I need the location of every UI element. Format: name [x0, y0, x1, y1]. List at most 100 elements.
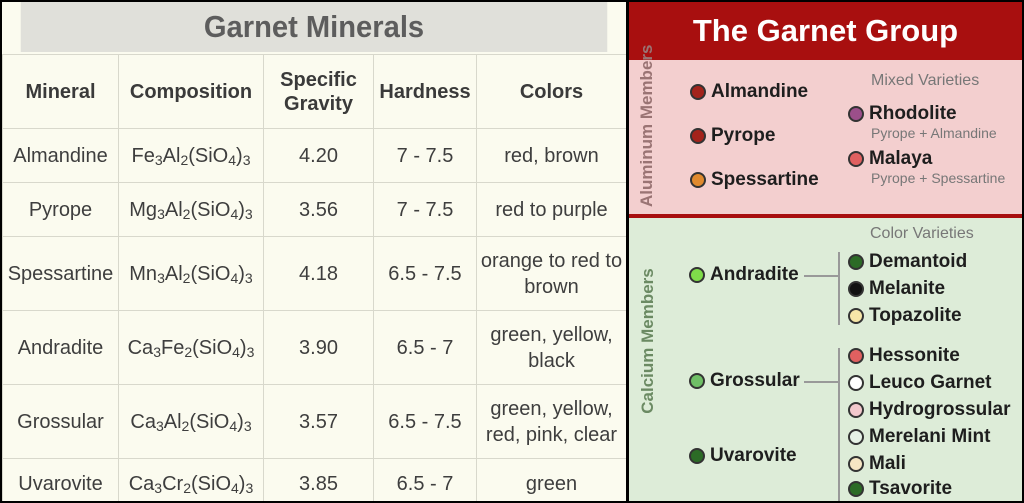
color-dot-icon — [689, 373, 705, 389]
specific-gravity-cell: 3.90 — [263, 310, 374, 385]
formula-subscript: 4 — [228, 151, 237, 168]
variety-melanite: Melanite — [848, 278, 945, 300]
connector-line — [804, 275, 839, 277]
variety-note: Pyrope + Almandine — [871, 125, 997, 141]
formula-element: ) — [237, 410, 244, 433]
member-name: Spessartine — [711, 169, 819, 190]
hardness-cell: 6.5 - 7 — [373, 458, 477, 501]
variety-name: Mali — [869, 453, 906, 474]
formula-element: Al — [164, 198, 183, 221]
table-header-row: Mineral Composition Specific Gravity Har… — [2, 54, 626, 129]
color-dot-icon — [690, 128, 706, 144]
garnet-group-panel: The Garnet Group Aluminum Members Almand… — [629, 2, 1022, 501]
color-dot-icon — [848, 402, 864, 418]
variety-name: Merelani Mint — [869, 426, 991, 447]
formula-subscript: 3 — [243, 417, 252, 434]
variety-hydrogrossular: Hydrogrossular — [848, 399, 1010, 421]
column-header: Colors — [476, 54, 626, 129]
composition-cell: Ca3Cr2(SiO4)3 — [118, 458, 264, 501]
variety-malaya: Malaya — [848, 148, 932, 170]
variety-name: Leuco Garnet — [869, 372, 992, 393]
formula-element: Al — [164, 262, 183, 285]
hardness-cell: 7 - 7.5 — [373, 128, 477, 183]
formula-subscript: 3 — [153, 343, 161, 360]
panel-title: The Garnet Group — [629, 2, 1022, 60]
color-dot-icon — [848, 281, 864, 297]
color-dot-icon — [690, 172, 706, 188]
mixed-varieties-heading: Mixed Varieties — [871, 72, 980, 89]
specific-gravity-cell: 3.85 — [263, 458, 374, 501]
calcium-members-section: Calcium Members Color Varieties Andradit… — [629, 218, 1022, 501]
variety-name: Topazolite — [869, 305, 962, 326]
color-dot-icon — [689, 448, 705, 464]
column-header: Mineral — [2, 54, 119, 129]
table-row: Grossular Ca3Al2(SiO4)3 3.57 6.5 - 7.5 g… — [2, 384, 626, 459]
column-header: Specific Gravity — [263, 54, 374, 129]
formula-element: (SiO — [192, 336, 233, 359]
formula-subscript: 4 — [230, 205, 239, 222]
formula-element: (SiO — [189, 410, 230, 433]
formula-element: (SiO — [191, 472, 231, 495]
formula-subscript: 3 — [154, 151, 163, 168]
mineral-cell: Spessartine — [2, 236, 119, 311]
variety-note: Pyrope + Spessartine — [871, 170, 1006, 186]
formula-element: (SiO — [190, 262, 231, 285]
colors-cell: green — [476, 458, 626, 501]
variety-name: Melanite — [869, 278, 946, 299]
member-uvarovite: Uvarovite — [689, 445, 797, 467]
color-dot-icon — [848, 481, 864, 497]
color-dot-icon — [848, 106, 864, 122]
formula-subscript: 2 — [183, 479, 191, 496]
mineral-cell: Grossular — [2, 384, 119, 459]
variety-topazolite: Topazolite — [848, 305, 962, 327]
formula-element: ) — [238, 198, 245, 221]
formula-subscript: 4 — [232, 343, 240, 360]
colors-cell: red, brown — [476, 128, 626, 183]
member-name: Grossular — [710, 370, 800, 391]
variety-mali: Mali — [848, 453, 906, 475]
member-pyrope: Pyrope — [690, 125, 775, 147]
variety-tsavorite: Tsavorite — [848, 478, 952, 500]
member-almandine: Almandine — [690, 81, 808, 103]
formula-subscript: 4 — [229, 417, 238, 434]
table-row: Andradite Ca3Fe2(SiO4)3 3.90 6.5 - 7 gre… — [2, 310, 626, 385]
member-name: Pyrope — [711, 125, 776, 146]
aluminum-members-section: Aluminum Members Almandine Pyrope Spessa… — [629, 44, 1022, 214]
colors-cell: green, yellow, red, pink, clear — [476, 384, 626, 459]
colors-cell: red to purple — [476, 182, 626, 237]
color-dot-icon — [690, 84, 706, 100]
variety-hessonite: Hessonite — [848, 345, 960, 367]
composition-cell: Mg3Al2(SiO4)3 — [118, 182, 264, 237]
color-dot-icon — [848, 348, 864, 364]
variety-name: Rhodolite — [869, 103, 957, 124]
formula-element: Fe — [131, 144, 155, 167]
connector-line — [838, 252, 840, 325]
hardness-cell: 7 - 7.5 — [373, 182, 477, 237]
hardness-cell: 6.5 - 7 — [373, 310, 477, 385]
garnet-minerals-panel: Garnet Minerals Mineral Composition Spec… — [2, 2, 626, 501]
variety-name: Malaya — [869, 148, 933, 169]
composition-cell: Mn3Al2(SiO4)3 — [118, 236, 264, 311]
color-dot-icon — [848, 429, 864, 445]
colors-cell: green, yellow, black — [476, 310, 626, 385]
formula-subscript: 4 — [230, 269, 239, 286]
variety-demantoid: Demantoid — [848, 251, 967, 273]
formula-subscript: 2 — [182, 205, 191, 222]
formula-element: ) — [239, 336, 247, 359]
table-row: Uvarovite Ca3Cr2(SiO4)3 3.85 6.5 - 7 gre… — [2, 458, 626, 501]
formula-subscript: 3 — [242, 151, 251, 168]
member-name: Andradite — [710, 264, 799, 285]
variety-leuco-garnet: Leuco Garnet — [848, 372, 991, 394]
composition-cell: Ca3Al2(SiO4)3 — [118, 384, 264, 459]
formula-element: ) — [238, 262, 245, 285]
formula-subscript: 2 — [184, 343, 193, 360]
variety-merelani-mint: Merelani Mint — [848, 426, 990, 448]
table-row: Pyrope Mg3Al2(SiO4)3 3.56 7 - 7.5 red to… — [2, 182, 626, 237]
column-header: Hardness — [373, 54, 477, 129]
formula-element: Mn — [129, 262, 158, 285]
formula-element: Ca — [128, 472, 155, 495]
formula-subscript: 3 — [154, 479, 163, 496]
aluminum-members-label: Aluminum Members — [637, 44, 656, 207]
table-row: Spessartine Mn3Al2(SiO4)3 4.18 6.5 - 7.5… — [2, 236, 626, 311]
formula-element: Fe — [160, 336, 185, 359]
